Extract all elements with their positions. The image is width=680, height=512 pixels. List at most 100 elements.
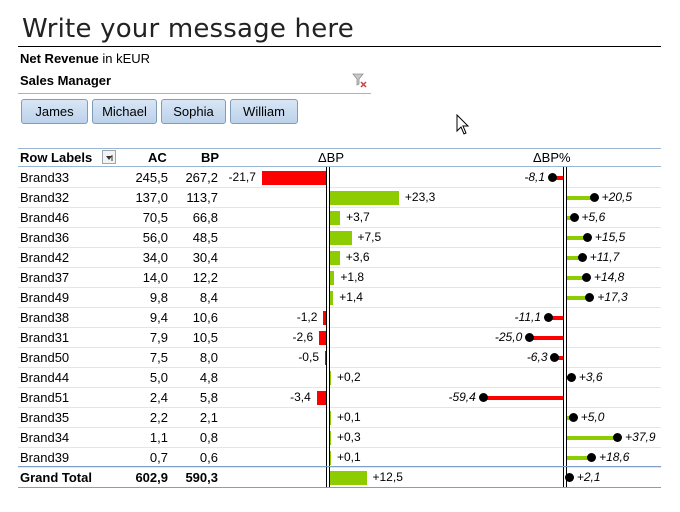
delta-bp-bar (323, 311, 327, 325)
slicer-button-sophia[interactable]: Sophia (161, 99, 226, 124)
delta-bp-pct-pin (530, 336, 564, 340)
row-label: Brand38 (20, 310, 70, 325)
cell-ac: 14,0 (142, 270, 168, 285)
cell-ac: 245,5 (135, 170, 168, 185)
delta-bp-pct-label: +5,6 (581, 210, 606, 224)
dropdown-arrow-icon (106, 155, 113, 161)
delta-bp-pct-pin (483, 396, 564, 400)
delta-bp-pct-pin (566, 456, 592, 460)
delta-bp-label: +3,6 (345, 250, 370, 264)
row-label: Brand31 (20, 330, 70, 345)
cell-ac: 7,9 (149, 330, 168, 345)
cell-bp: 10,5 (192, 330, 218, 345)
cell-ac: 2,4 (149, 390, 168, 405)
delta-bp-pct-pin (566, 296, 590, 300)
table-row: Brand44 5,0 4,8 +0,2 +3,6 (0, 368, 680, 388)
delta-bp-bar (329, 411, 331, 425)
row-label: Brand34 (20, 430, 70, 445)
row-label: Brand37 (20, 270, 70, 285)
delta-bp-bar (329, 471, 367, 485)
row-divider (18, 407, 661, 408)
delta-bp-pct-dot (544, 313, 553, 322)
delta-bp-pct-label: -6,3 (526, 350, 548, 364)
row-label: Brand50 (20, 350, 70, 365)
table-row: Brand35 2,2 2,1 +0,1 +5,0 (0, 408, 680, 428)
row-labels-filter-dropdown[interactable] (102, 150, 116, 164)
delta-bp-pct-label: -11,1 (514, 310, 542, 324)
table-row: Brand46 70,5 66,8 +3,7 +5,6 (0, 208, 680, 228)
row-divider (18, 447, 661, 448)
cell-bp: 4,8 (199, 370, 218, 385)
row-divider (18, 427, 661, 428)
delta-bp-pct-axis-secondary (566, 167, 567, 487)
cell-bp: 0,8 (199, 430, 218, 445)
slicer-button-james[interactable]: James (21, 99, 88, 124)
row-label: Brand44 (20, 370, 70, 385)
cell-bp: 0,6 (199, 450, 218, 465)
table-row: Brand42 34,0 30,4 +3,6 +11,7 (0, 248, 680, 268)
row-divider (18, 387, 661, 388)
cell-bp: 10,6 (192, 310, 218, 325)
slicer-button-michael[interactable]: Michael (92, 99, 157, 124)
row-divider (18, 267, 661, 268)
delta-bp-bar (329, 431, 331, 445)
delta-bp-pct-dot (581, 273, 591, 282)
row-label: Brand46 (20, 210, 70, 225)
delta-bp-pct-dot (566, 373, 576, 382)
cell-ac: 7,5 (149, 350, 168, 365)
cell-bp: 48,5 (192, 230, 218, 245)
cell-ac: 5,0 (149, 370, 168, 385)
header-delta-bp: ΔBP (318, 150, 345, 165)
delta-bp-pct-dot (550, 353, 560, 362)
row-divider (18, 467, 661, 468)
row-label: Brand35 (20, 410, 70, 425)
subtitle: Net Revenue in kEUR (20, 51, 150, 66)
delta-bp-pct-label: -25,0 (494, 330, 523, 344)
row-divider (18, 327, 661, 328)
delta-bp-label: -3,4 (290, 390, 311, 404)
row-label: Brand42 (20, 250, 70, 265)
header-bp: BP (201, 150, 220, 165)
row-divider (18, 207, 661, 208)
delta-bp-pct-label: +20,5 (601, 190, 633, 204)
cell-ac: 2,2 (149, 410, 168, 425)
mouse-cursor-icon (456, 114, 470, 135)
row-label: Brand39 (20, 450, 70, 465)
total-top-border (18, 466, 661, 467)
cell-ac: 602,9 (135, 470, 168, 485)
delta-bp-label: +0,1 (337, 410, 361, 424)
subtitle-measure: Net Revenue (20, 51, 99, 66)
row-divider (18, 307, 661, 308)
delta-bp-pct-pin (566, 256, 582, 260)
delta-bp-pct-label: +5,0 (580, 410, 605, 424)
title-divider (18, 46, 661, 47)
header-delta-bp-pct: ΔBP% (533, 150, 571, 165)
delta-bp-pct-dot (585, 293, 595, 302)
table-row: Brand49 9,8 8,4 +1,4 +17,3 (0, 288, 680, 308)
delta-bp-pct-label: +17,3 (597, 290, 628, 304)
delta-bp-pct-pin (566, 196, 594, 200)
delta-bp-pct-dot (613, 433, 623, 442)
cell-bp: 2,1 (199, 410, 218, 425)
delta-bp-pct-dot (589, 193, 599, 202)
delta-bp-label: +3,7 (346, 210, 370, 224)
cell-bp: 12,2 (192, 270, 218, 285)
delta-bp-pct-label: +37,9 (625, 430, 656, 444)
delta-bp-pct-label: +3,6 (578, 370, 603, 384)
row-label: Brand51 (20, 390, 70, 405)
header-bottom-border (18, 166, 661, 167)
slicer-button-william[interactable]: William (230, 99, 298, 124)
delta-bp-label: -1,2 (296, 310, 318, 324)
delta-bp-bar (329, 371, 331, 385)
clear-filter-icon[interactable] (352, 72, 368, 88)
row-divider (18, 347, 661, 348)
page-title: Write your message here (22, 14, 354, 44)
delta-bp-label: +0,1 (337, 450, 361, 464)
delta-bp-pct-dot (582, 233, 592, 242)
header-row-labels: Row Labels (20, 150, 93, 165)
cell-ac: 9,4 (149, 310, 168, 325)
subtitle-unit: in kEUR (98, 51, 151, 66)
delta-bp-label: +1,8 (340, 270, 365, 284)
header-top-border (18, 148, 661, 149)
delta-bp-label: +7,5 (357, 230, 382, 244)
